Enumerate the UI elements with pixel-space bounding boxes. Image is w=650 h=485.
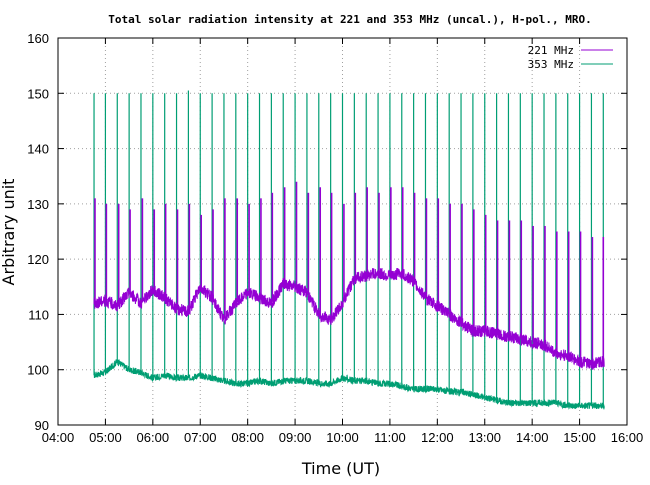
x-axis-label: Time (UT) — [301, 459, 380, 478]
y-tick-label: 130 — [27, 197, 49, 212]
x-tick-label: 11:00 — [374, 430, 406, 445]
y-axis-label: Arbitrary unit — [0, 179, 18, 286]
x-tick-label: 07:00 — [184, 430, 217, 445]
x-tick-label: 05:00 — [89, 430, 122, 445]
x-tick-label: 08:00 — [231, 430, 264, 445]
x-tick-label: 06:00 — [137, 430, 170, 445]
y-tick-label: 160 — [27, 31, 49, 46]
x-tick-label: 09:00 — [279, 430, 312, 445]
y-tick-label: 150 — [27, 86, 49, 101]
y-tick-label: 140 — [27, 142, 49, 157]
y-tick-label: 110 — [28, 307, 49, 322]
series-line-0 — [93, 267, 605, 370]
y-tick-label: 120 — [27, 252, 49, 267]
x-tick-label: 15:00 — [563, 430, 596, 445]
series-line-1 — [93, 359, 605, 410]
legend-label: 221 MHz — [528, 44, 574, 57]
tick-layer: 04:00 05:00 06:00 07:00 08:00 09:00 10:00 11:00… — [27, 31, 643, 445]
x-tick-label: 16:00 — [611, 430, 644, 445]
legend-label: 353 MHz — [528, 58, 574, 71]
x-tick-label: 04:00 — [42, 430, 75, 445]
x-tick-label: 14:00 — [516, 430, 549, 445]
y-tick-label: 100 — [27, 363, 49, 378]
x-tick-label: 12:00 — [421, 430, 454, 445]
chart-title: Total solar radiation intensity at 221 a… — [108, 13, 591, 26]
x-tick-label: 10:00 — [326, 430, 359, 445]
series-layer — [93, 90, 605, 410]
x-tick-label: 13:00 — [468, 430, 501, 445]
y-tick-label: 90 — [35, 418, 49, 433]
